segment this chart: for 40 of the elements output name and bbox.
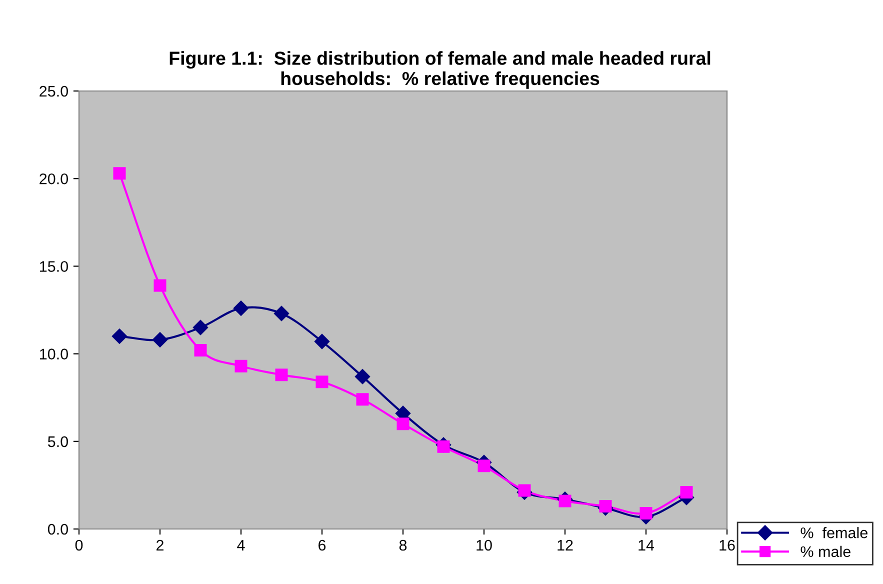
y-tick-label: 10.0 [40,348,68,360]
point [518,484,531,497]
x-tick-label: 16 [720,540,735,551]
x-tick-label: 2 [156,540,164,550]
point [599,500,612,512]
x-tick-label: 0 [75,540,83,551]
point [356,393,369,406]
legend-label: % male [800,546,850,558]
point [233,300,249,316]
point [396,418,410,430]
y-tick-label: 0.0 [48,524,68,535]
point [437,440,450,453]
point [354,369,370,384]
legend-label: % female [800,527,868,538]
y-tick-label: 20.0 [40,173,68,184]
point [154,279,166,292]
x-tick-label: 14 [638,540,654,550]
point [234,360,248,372]
x-tick-label: 10 [476,540,492,551]
y-tick-label: 15.0 [40,261,68,272]
point [680,486,693,498]
point [316,376,328,388]
chart-title: Figure 1.1: Size distribution of female and male headed rural households: % relative frequencies [170,51,710,89]
x-tick-label: 4 [237,540,245,550]
point [640,506,652,520]
point [113,167,126,180]
point [152,332,168,348]
point [558,494,572,508]
y-tick-label: 5.0 [48,436,68,448]
point [192,320,208,336]
point [194,344,207,357]
point [275,368,288,382]
y-tick-label: 25.0 [40,86,68,97]
x-tick-label: 8 [399,540,407,551]
point [112,328,128,344]
point [274,306,290,322]
point [314,334,330,350]
point [478,460,490,472]
x-tick-label: 12 [558,540,573,550]
x-tick-label: 6 [318,540,326,551]
